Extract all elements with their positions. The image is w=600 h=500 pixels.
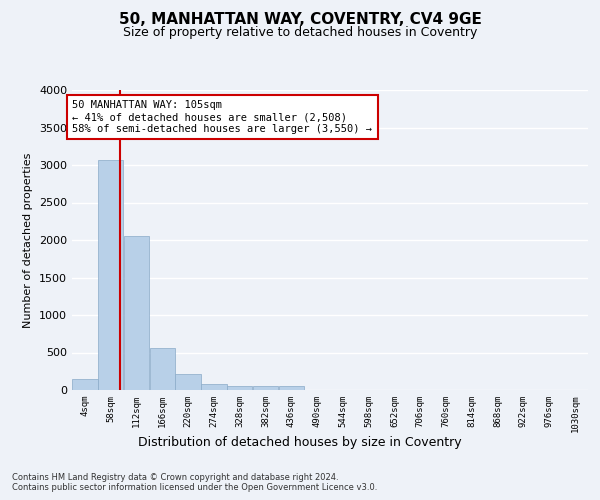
Y-axis label: Number of detached properties: Number of detached properties (23, 152, 34, 328)
Bar (72, 379, 98, 390)
Bar (98, 160, 124, 390)
Bar (124, 236, 149, 390)
Text: 50, MANHATTAN WAY, COVENTRY, CV4 9GE: 50, MANHATTAN WAY, COVENTRY, CV4 9GE (119, 12, 481, 28)
Text: Size of property relative to detached houses in Coventry: Size of property relative to detached ho… (123, 26, 477, 39)
Text: 50 MANHATTAN WAY: 105sqm
← 41% of detached houses are smaller (2,508)
58% of sem: 50 MANHATTAN WAY: 105sqm ← 41% of detach… (73, 100, 373, 134)
Text: Contains HM Land Registry data © Crown copyright and database right 2024.: Contains HM Land Registry data © Crown c… (12, 472, 338, 482)
Bar (201, 384, 227, 390)
Text: Distribution of detached houses by size in Coventry: Distribution of detached houses by size … (138, 436, 462, 449)
Bar (175, 374, 201, 390)
Bar (149, 348, 175, 390)
Bar (253, 386, 278, 390)
Text: Contains public sector information licensed under the Open Government Licence v3: Contains public sector information licen… (12, 484, 377, 492)
Bar (278, 386, 304, 390)
Bar (227, 386, 253, 390)
